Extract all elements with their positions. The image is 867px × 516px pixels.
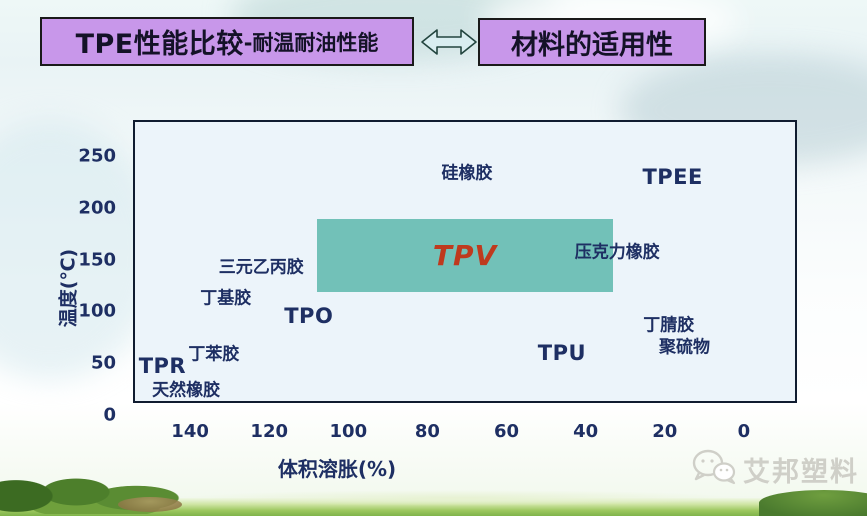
- material-label-丁苯胶: 丁苯胶: [188, 344, 240, 365]
- wechat-logo-icon: [691, 448, 737, 490]
- x-tick-label: 140: [171, 421, 209, 442]
- title-box-applicability: 材料的适用性: [478, 18, 706, 66]
- rock-decoration: [118, 497, 182, 512]
- hill-decoration: [759, 490, 867, 516]
- material-label-聚硫物: 聚硫物: [659, 337, 711, 358]
- tpv-region-label: TPV: [432, 238, 498, 272]
- material-label-压克力橡胶: 压克力橡胶: [574, 242, 660, 263]
- x-tick-label: 80: [414, 421, 440, 442]
- material-label-三元乙丙胶: 三元乙丙胶: [218, 257, 304, 278]
- material-label-TPU: TPU: [537, 340, 587, 365]
- material-label-丁基胶: 丁基胶: [200, 288, 252, 309]
- material-label-硅橡胶: 硅橡胶: [441, 163, 493, 184]
- x-tick-label: 40: [573, 421, 599, 442]
- watermark-text: 艾邦塑料: [743, 456, 859, 488]
- grass-highlight: [180, 490, 740, 506]
- watermark: 艾邦塑料: [691, 448, 859, 490]
- tpv-region-box: TPV: [316, 219, 614, 292]
- y-tick-label: 100: [78, 300, 116, 322]
- y-tick-label: 50: [90, 352, 116, 374]
- y-tick-label: 0: [103, 404, 116, 426]
- y-tick-label: 200: [78, 197, 116, 219]
- double-arrow-icon: [420, 27, 478, 57]
- material-label-天然橡胶: 天然橡胶: [152, 380, 221, 401]
- y-tick-label: 250: [78, 145, 116, 167]
- title-box-performance: TPE性能比较 -耐温耐油性能: [40, 17, 414, 66]
- material-label-TPO: TPO: [284, 304, 334, 329]
- material-label-TPEE: TPEE: [642, 164, 703, 189]
- title-right-text: 材料的适用性: [511, 29, 673, 61]
- x-tick-label: 0: [737, 421, 751, 442]
- x-tick-label: 20: [652, 421, 678, 442]
- material-label-丁腈胶: 丁腈胶: [643, 315, 695, 336]
- x-tick-label: 100: [329, 421, 368, 442]
- material-label-TPR: TPR: [138, 354, 187, 379]
- x-tick-label: 60: [494, 421, 520, 442]
- title-main-text: TPE性能比较: [75, 29, 244, 60]
- title-sub-text: -耐温耐油性能: [243, 30, 379, 55]
- chart-plot-area: TPV: [133, 120, 797, 403]
- x-axis-title: 体积溶胀(%): [277, 457, 397, 481]
- x-tick-label: 120: [250, 421, 288, 442]
- y-tick-label: 150: [78, 249, 116, 271]
